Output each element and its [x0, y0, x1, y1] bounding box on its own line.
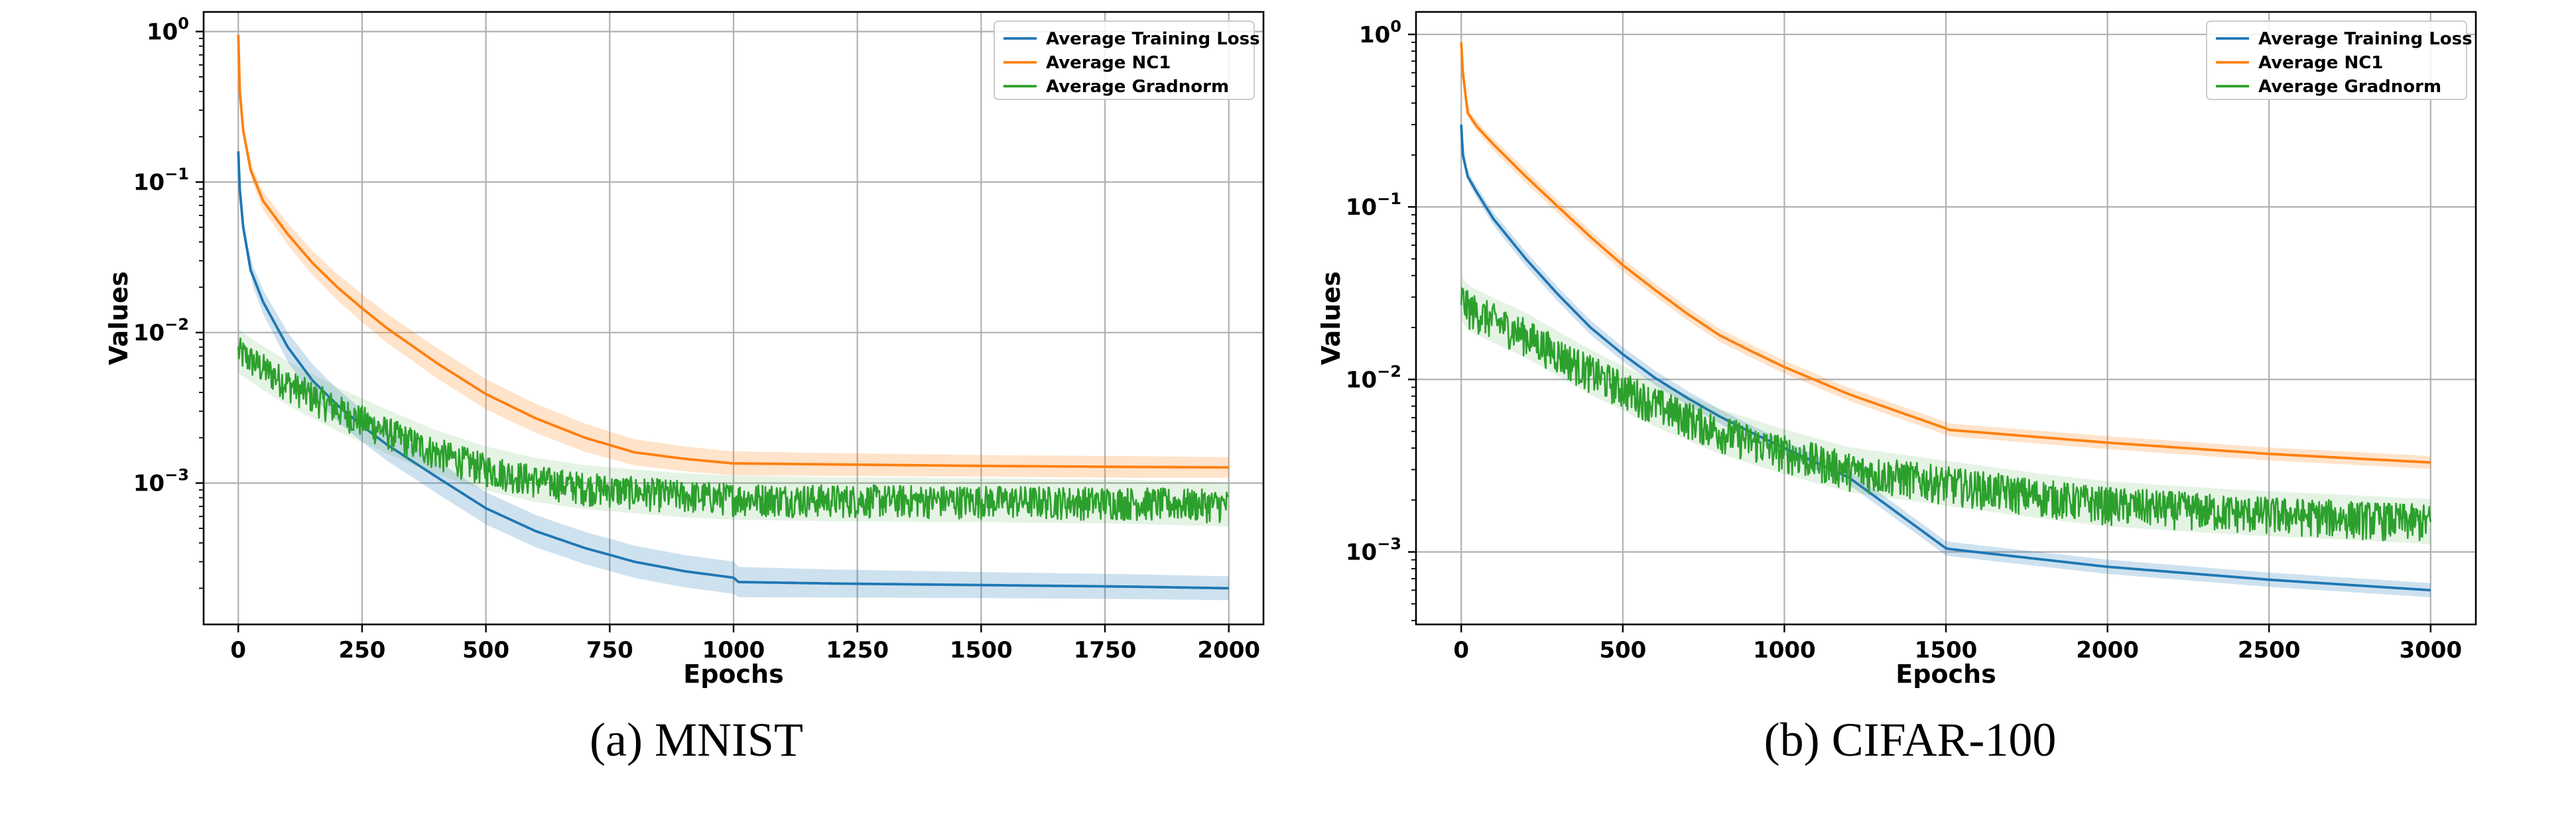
- legend-entry: Average Gradnorm: [2258, 77, 2441, 97]
- x-axis-label: Epochs: [683, 660, 783, 689]
- grid: [1416, 12, 2476, 624]
- legend: Average Training Loss Average NC1 Average …: [2206, 21, 2473, 100]
- y-tick-label: 10−2: [133, 316, 189, 347]
- legend-box: [2206, 21, 2467, 100]
- series-average-gradnorm: [1460, 287, 2432, 542]
- x-tick-label: 750: [586, 637, 633, 664]
- legend-entry: Average Training Loss: [1046, 29, 1260, 49]
- legend-entry: Average NC1: [2258, 53, 2383, 73]
- x-tick-label: 1500: [950, 637, 1013, 664]
- chart-caption: (a) MNIST: [590, 713, 803, 766]
- chart-caption: (b) CIFAR-100: [1764, 713, 2057, 766]
- y-tick-label: 10−1: [133, 165, 189, 196]
- y-tick-label: 100: [147, 15, 189, 46]
- plot-area: [237, 32, 1230, 601]
- x-tick-label: 1250: [826, 637, 889, 664]
- x-tick-label: 250: [338, 637, 385, 664]
- legend: Average Training Loss Average NC1 Average …: [994, 21, 1260, 100]
- x-tick-label: 0: [230, 637, 246, 664]
- x-tick-label: 1000: [702, 637, 765, 664]
- legend-entry: Average NC1: [1046, 53, 1171, 73]
- legend-box: [994, 21, 1255, 100]
- x-tick-label: 1500: [1915, 637, 1978, 664]
- y-axis-label: Values: [1317, 271, 1346, 365]
- x-tick-label: 2000: [2076, 637, 2139, 664]
- x-tick-label: 500: [1599, 637, 1646, 664]
- series-average-nc1: [1460, 42, 2431, 464]
- legend-entry: Average Training Loss: [2258, 29, 2473, 49]
- y-tick-label: 10−2: [1346, 362, 1401, 393]
- x-tick-label: 1750: [1074, 637, 1137, 664]
- y-tick-label: 10−1: [1346, 190, 1401, 221]
- y-axis-label: Values: [104, 271, 133, 365]
- series-average-training-loss: [237, 151, 1229, 590]
- x-axis-label: Epochs: [1896, 660, 1996, 689]
- x-tick-label: 2000: [1197, 637, 1260, 664]
- x-tick-label: 0: [1453, 637, 1469, 664]
- chart-1: 0 250 500 750 1000 1250 1500 1750 2000 100 10−1 10−…: [104, 11, 1265, 766]
- y-tick-label: 100: [1359, 17, 1401, 48]
- x-tick-label: 2500: [2238, 637, 2301, 664]
- series-average-gradnorm: [237, 337, 1230, 524]
- chart-2: 0 500 1000 1500 2000 2500 3000 100 10−1 10−2 10−3 E…: [1317, 11, 2477, 766]
- y-tick-label: 10−3: [133, 466, 189, 497]
- legend-entry: Average Gradnorm: [1046, 77, 1229, 97]
- x-tick-label: 1000: [1753, 637, 1816, 664]
- y-tick-label: 10−3: [1346, 535, 1401, 566]
- x-tick-label: 500: [462, 637, 509, 664]
- plot-area: [1460, 40, 2432, 598]
- series-average-nc1: [237, 34, 1229, 469]
- series-average-training-loss: [1460, 124, 2431, 592]
- x-tick-label: 3000: [2399, 637, 2462, 664]
